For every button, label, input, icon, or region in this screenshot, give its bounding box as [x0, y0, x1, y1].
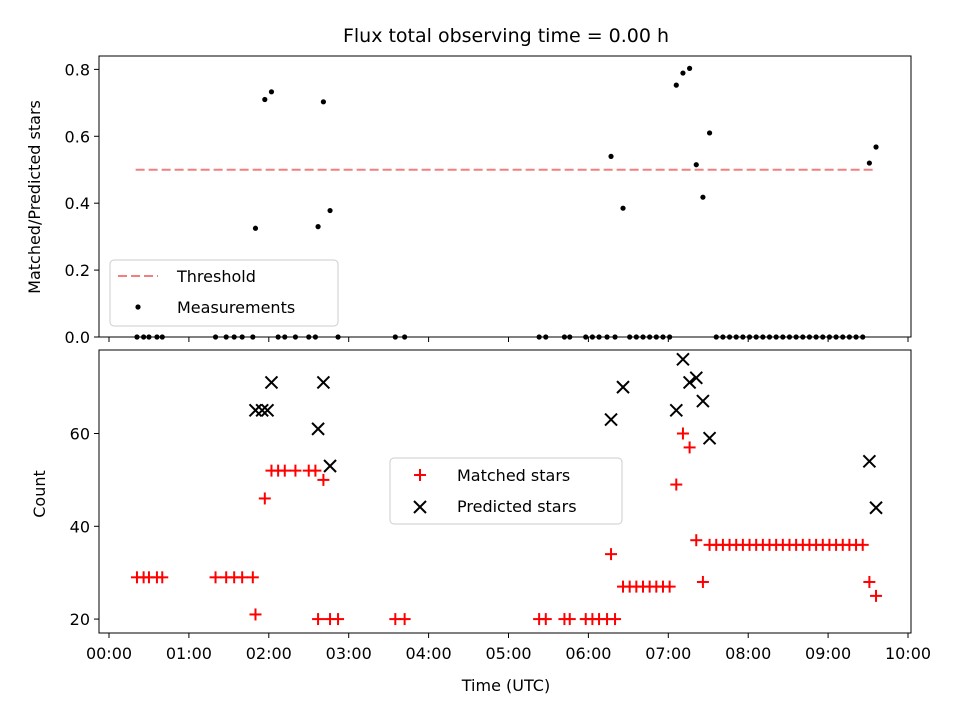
predicted-star-point	[616, 380, 630, 394]
measurement-point	[706, 130, 713, 136]
predicted-star-point	[260, 403, 275, 418]
matched-star-point	[209, 571, 222, 584]
legend-matched-swatch	[414, 469, 426, 481]
matched-star-point	[258, 492, 271, 505]
top-y-tick-label: 0.0	[65, 328, 90, 347]
x-tick-label: 06:00	[565, 644, 611, 663]
legend-measurements-label: Measurements	[177, 298, 295, 317]
matched-star-point	[312, 613, 325, 626]
measurement-point	[673, 82, 679, 88]
measurement-point	[680, 70, 686, 76]
x-tick-label: 08:00	[725, 644, 771, 663]
matched-star-point	[156, 571, 169, 584]
legend-measurements-swatch	[135, 304, 141, 310]
matched-star-point	[317, 473, 330, 486]
predicted-star-point	[669, 403, 683, 418]
x-tick-label: 07:00	[645, 644, 691, 663]
matched-star-point	[856, 538, 869, 551]
legend-predicted-label: Predicted stars	[457, 497, 577, 516]
matched-star-point	[332, 613, 345, 626]
predicted-star-point	[604, 412, 618, 427]
measurement-point	[252, 225, 259, 231]
measurement-point	[700, 194, 706, 200]
x-tick-label: 10:00	[885, 644, 931, 663]
x-tick-label: 03:00	[326, 644, 372, 663]
matched-star-point	[398, 613, 411, 626]
matched-star-point	[309, 464, 322, 477]
predicted-star-point	[248, 403, 263, 418]
measurement-point	[687, 65, 693, 71]
predicted-star-point	[702, 431, 717, 445]
top-y-tick-label: 0.2	[65, 261, 90, 280]
measurement-point	[620, 205, 626, 211]
matched-star-point	[683, 441, 696, 454]
bottom-y-tick-label: 40	[70, 517, 90, 536]
legend-threshold-label: Threshold	[176, 267, 256, 286]
matched-star-point	[236, 571, 249, 584]
measurement-point	[320, 99, 326, 105]
bottom-y-tick-label: 20	[70, 610, 90, 629]
x-tick-label: 04:00	[406, 644, 452, 663]
top-plot-area: 0.0 0.2 0.4 0.6 0.8	[65, 55, 912, 347]
top-y-tick-label: 0.8	[65, 60, 90, 79]
matched-star-point	[696, 575, 709, 588]
matched-star-point	[249, 608, 262, 621]
matched-star-point	[605, 548, 618, 561]
predicted-star-point	[255, 403, 269, 418]
measurement-point	[693, 162, 699, 168]
matched-star-point	[863, 575, 876, 588]
measurement-point	[608, 153, 614, 159]
measurement-point	[315, 224, 321, 230]
measurement-point	[262, 96, 268, 103]
legend-predicted-swatch	[413, 500, 427, 514]
predicted-star-point	[311, 422, 325, 436]
top-y-tick-label: 0.6	[65, 127, 90, 146]
x-tick-label: 01:00	[166, 644, 212, 663]
predicted-star-point	[676, 352, 690, 366]
bottom-plot-area: 20 40 60 00:00 01:00 02:00 03:00 04:00 05:00 06:0…	[70, 349, 931, 663]
top-y-axis-label: Matched/Predicted stars	[25, 100, 44, 294]
predicted-star-point	[682, 375, 697, 390]
matched-star-point	[539, 613, 552, 626]
matched-star-point	[278, 464, 291, 477]
bottom-plot-frame	[98, 349, 912, 634]
matched-star-point	[690, 534, 703, 547]
matched-star-point	[246, 571, 259, 584]
predicted-star-point	[696, 394, 710, 408]
matched-star-point	[663, 580, 676, 593]
top-plot-frame	[98, 55, 912, 338]
predicted-star-point	[689, 371, 703, 385]
top-y-tick-label: 0.4	[65, 194, 90, 213]
x-tick-label: 09:00	[805, 644, 851, 663]
bottom-legend: Matched stars Predicted stars	[389, 457, 623, 525]
chart-title: Flux total observing time = 0.00 h	[343, 25, 669, 47]
predicted-star-point	[323, 459, 337, 473]
x-tick-label: 05:00	[485, 644, 531, 663]
top-legend: Threshold Measurements	[109, 259, 339, 327]
x-tick-label: 00:00	[86, 644, 132, 663]
x-axis-label: Time (UTC)	[461, 676, 550, 695]
measurement-point	[327, 207, 333, 214]
bottom-y-axis-label: Count	[30, 470, 49, 518]
measurement-point	[873, 144, 879, 150]
predicted-star-point	[316, 375, 331, 390]
measurement-point	[866, 160, 872, 166]
measurement-point	[268, 89, 275, 95]
x-tick-label: 02:00	[246, 644, 292, 663]
predicted-star-point	[869, 501, 883, 515]
matched-star-point	[289, 464, 302, 477]
matched-star-point	[870, 589, 883, 602]
predicted-star-point	[862, 454, 877, 469]
matched-star-point	[609, 613, 622, 626]
legend-matched-label: Matched stars	[457, 466, 570, 485]
bottom-y-tick-label: 60	[70, 425, 90, 444]
matched-star-point	[670, 478, 683, 491]
matched-star-point	[563, 613, 576, 626]
matched-star-point	[676, 427, 689, 440]
predicted-star-point	[264, 375, 279, 390]
